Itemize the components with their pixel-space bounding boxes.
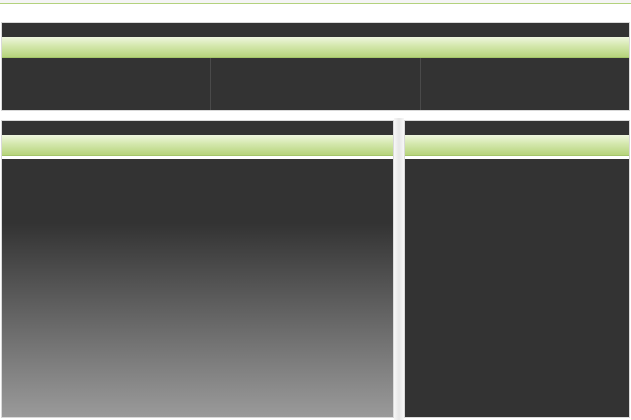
header-panel bbox=[1, 22, 630, 111]
main-panel bbox=[1, 120, 394, 418]
side-content-area bbox=[405, 159, 629, 417]
panel-gutter bbox=[394, 118, 404, 420]
header-cells bbox=[2, 58, 629, 110]
main-titlebar bbox=[2, 121, 393, 135]
main-content-area bbox=[2, 159, 393, 417]
top-rule bbox=[0, 0, 631, 4]
side-accent-bar bbox=[405, 135, 629, 156]
header-cell bbox=[420, 58, 629, 110]
main-accent-bar bbox=[2, 135, 393, 156]
side-panel bbox=[404, 120, 630, 418]
header-titlebar bbox=[2, 23, 629, 37]
side-titlebar bbox=[405, 121, 629, 135]
header-cell bbox=[2, 58, 212, 110]
header-cell bbox=[211, 58, 421, 110]
header-accent-bar bbox=[2, 37, 629, 58]
